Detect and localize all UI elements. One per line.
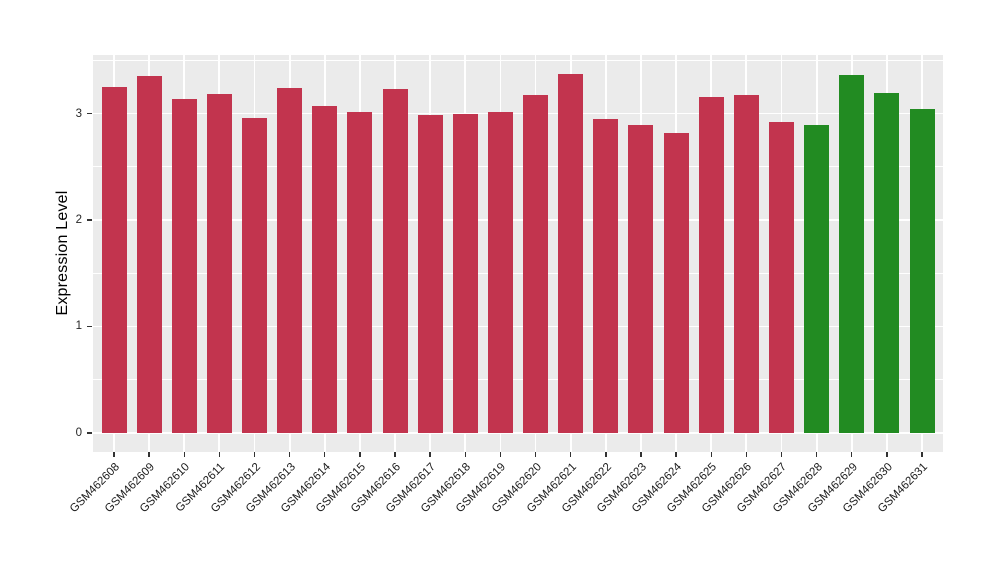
bar-GSM462617 <box>417 114 443 433</box>
x-axis-tick-GSM462624 <box>675 452 677 457</box>
bar-GSM462627 <box>768 122 794 433</box>
bar-GSM462619 <box>487 112 513 433</box>
x-axis-tick-GSM462629 <box>851 452 853 457</box>
x-axis-tick-GSM462628 <box>815 452 818 457</box>
bar-GSM462628 <box>804 125 830 433</box>
y-axis-tick-0 <box>87 432 92 434</box>
x-axis-tick-GSM462614 <box>324 452 326 457</box>
x-axis-tick-GSM462618 <box>464 452 466 457</box>
gridline-major-y-3 <box>93 112 943 115</box>
bar-GSM462615 <box>347 112 373 433</box>
bar-GSM462608 <box>101 86 127 433</box>
x-axis-tick-GSM462621 <box>569 452 572 457</box>
x-axis-tick-GSM462613 <box>288 452 291 457</box>
plot-panel <box>93 55 943 452</box>
x-axis-tick-GSM462630 <box>886 452 888 457</box>
bar-GSM462625 <box>698 96 724 433</box>
gridline-minor-y-2.5 <box>93 166 943 168</box>
bar-GSM462616 <box>382 89 408 433</box>
x-axis-tick-GSM462626 <box>745 452 748 457</box>
x-axis-tick-GSM462623 <box>640 452 642 457</box>
x-axis-tick-GSM462619 <box>499 452 502 457</box>
y-axis-title: Expression Level <box>54 190 71 316</box>
x-axis-tick-GSM462611 <box>218 452 221 457</box>
bar-GSM462621 <box>558 74 584 433</box>
bar-GSM462611 <box>206 94 232 433</box>
y-axis-tick-label-0: 0 <box>75 426 82 439</box>
bar-GSM462631 <box>909 109 935 433</box>
gridline-minor-y-0.5 <box>93 379 943 381</box>
bar-GSM462630 <box>874 93 900 433</box>
bar-GSM462629 <box>839 75 865 433</box>
x-axis-tick-GSM462616 <box>394 452 396 457</box>
gridline-major-y-0 <box>93 432 943 434</box>
bar-GSM462610 <box>171 98 197 433</box>
y-axis-tick-label-2: 2 <box>75 213 82 226</box>
y-axis-tick-label-1: 1 <box>75 320 82 333</box>
y-axis-tick-label-3: 3 <box>75 107 82 120</box>
gridline-major-y-2 <box>93 219 943 221</box>
gridline-minor-y-1.5 <box>93 272 943 274</box>
bar-GSM462626 <box>733 95 759 433</box>
x-axis-tick-GSM462612 <box>253 452 256 457</box>
bar-GSM462624 <box>663 132 689 433</box>
x-axis-tick-GSM462620 <box>534 452 537 457</box>
y-axis-tick-3 <box>87 112 92 115</box>
x-axis-tick-GSM462615 <box>359 452 361 457</box>
bar-GSM462623 <box>628 125 654 433</box>
x-axis-tick-GSM462625 <box>710 452 712 457</box>
bar-GSM462620 <box>523 95 549 433</box>
x-axis-tick-GSM462608 <box>113 452 115 457</box>
x-axis-tick-GSM462627 <box>780 452 783 457</box>
x-axis-tick-GSM462610 <box>183 452 185 457</box>
x-axis-tick-GSM462622 <box>605 452 607 457</box>
gridline-minor-y-3.5 <box>93 59 943 61</box>
bar-GSM462613 <box>277 87 303 433</box>
x-axis-tick-GSM462609 <box>148 452 150 457</box>
bar-GSM462614 <box>312 106 338 433</box>
y-axis-tick-2 <box>87 219 92 221</box>
y-axis-tick-1 <box>87 325 92 328</box>
x-axis-tick-GSM462631 <box>921 452 923 457</box>
bar-GSM462612 <box>242 117 268 433</box>
x-axis-tick-GSM462617 <box>429 452 431 457</box>
bar-GSM462609 <box>136 76 162 433</box>
bar-GSM462622 <box>593 118 619 433</box>
gridline-major-y-1 <box>93 325 943 328</box>
bar-GSM462618 <box>452 113 478 433</box>
